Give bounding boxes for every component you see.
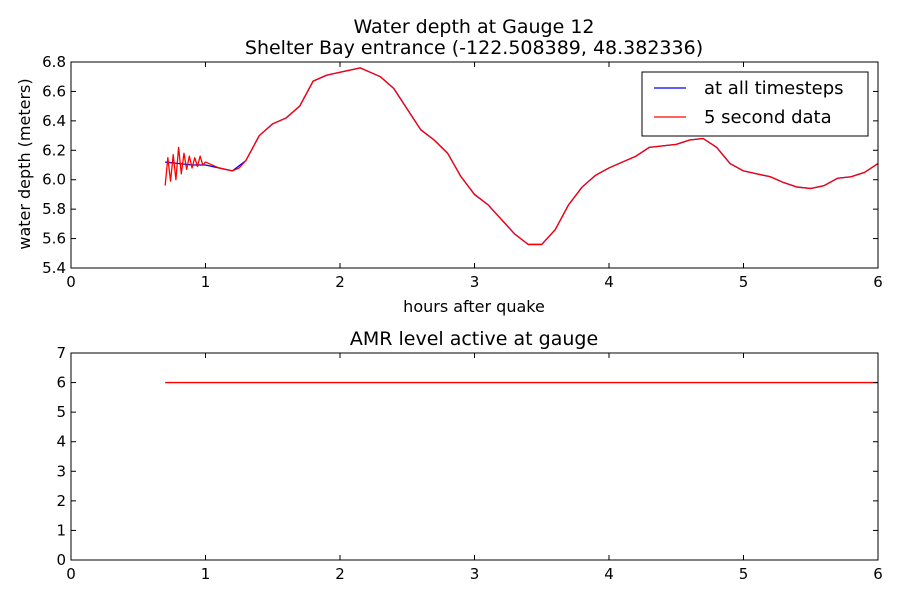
top-y-tick-label: 6.0 xyxy=(42,171,66,189)
bottom-y-tick-label: 2 xyxy=(56,492,66,510)
top-chart-subtitle: Shelter Bay entrance (-122.508389, 48.38… xyxy=(245,37,703,59)
bottom-y-tick-label: 6 xyxy=(56,374,66,392)
bottom-y-tick-label: 7 xyxy=(56,344,66,362)
top-x-tick-label: 3 xyxy=(470,273,480,291)
top-x-tick-label: 6 xyxy=(873,273,883,291)
top-y-tick-label: 5.4 xyxy=(42,259,66,277)
legend: at all timesteps 5 second data xyxy=(641,71,869,137)
legend-label-5-second-data: 5 second data xyxy=(704,107,832,128)
top-x-tick-label: 5 xyxy=(739,273,749,291)
bottom-x-tick-label: 4 xyxy=(604,565,614,583)
top-series-line-1 xyxy=(164,67,879,246)
legend-box xyxy=(641,71,869,137)
bottom-y-tick-label: 3 xyxy=(56,462,66,480)
bottom-x-tick-label: 5 xyxy=(739,565,749,583)
bottom-x-tick-label: 3 xyxy=(470,565,480,583)
top-x-tick-label: 2 xyxy=(335,273,345,291)
top-y-tick-label: 6.8 xyxy=(42,53,66,71)
top-x-tick-label: 4 xyxy=(604,273,614,291)
top-x-tick-label: 1 xyxy=(201,273,211,291)
top-y-tick-label: 6.2 xyxy=(42,141,66,159)
bottom-plot-area: 0 1 2 3 4 5 6 0 1 2 3 4 5 6 7 xyxy=(56,344,882,583)
top-x-axis-label: hours after quake xyxy=(403,297,545,316)
bottom-y-tick-label: 4 xyxy=(56,433,66,451)
bottom-x-tick-label: 0 xyxy=(66,565,76,583)
top-y-axis-label: water depth (meters) xyxy=(15,78,34,249)
top-y-tick-label: 6.6 xyxy=(42,82,66,100)
bottom-x-tick-label: 2 xyxy=(335,565,345,583)
bottom-chart: AMR level active at gauge 0 1 2 3 4 5 6 0 1 2 3 4 5 6… xyxy=(56,328,882,583)
legend-label-all-timesteps: at all timesteps xyxy=(704,78,844,99)
top-y-tick-label: 6.4 xyxy=(42,112,66,130)
top-y-tick-label: 5.8 xyxy=(42,200,66,218)
bottom-plot-frame xyxy=(70,352,879,561)
top-chart-title: Water depth at Gauge 12 xyxy=(353,16,594,38)
top-plot-area: 0 1 2 3 4 5 6 5.4 5.6 5.8 6.0 6.2 6.4 6.6 6.8 xyxy=(42,53,883,291)
top-y-tick-label: 5.6 xyxy=(42,230,66,248)
bottom-x-tick-label: 1 xyxy=(201,565,211,583)
bottom-chart-title: AMR level active at gauge xyxy=(350,328,598,350)
bottom-y-tick-label: 0 xyxy=(56,551,66,569)
top-chart: Water depth at Gauge 12 Shelter Bay entr… xyxy=(15,16,883,316)
bottom-y-tick-label: 1 xyxy=(56,521,66,539)
bottom-x-tick-label: 6 xyxy=(873,565,883,583)
top-x-tick-label: 0 xyxy=(66,273,76,291)
bottom-y-tick-label: 5 xyxy=(56,403,66,421)
